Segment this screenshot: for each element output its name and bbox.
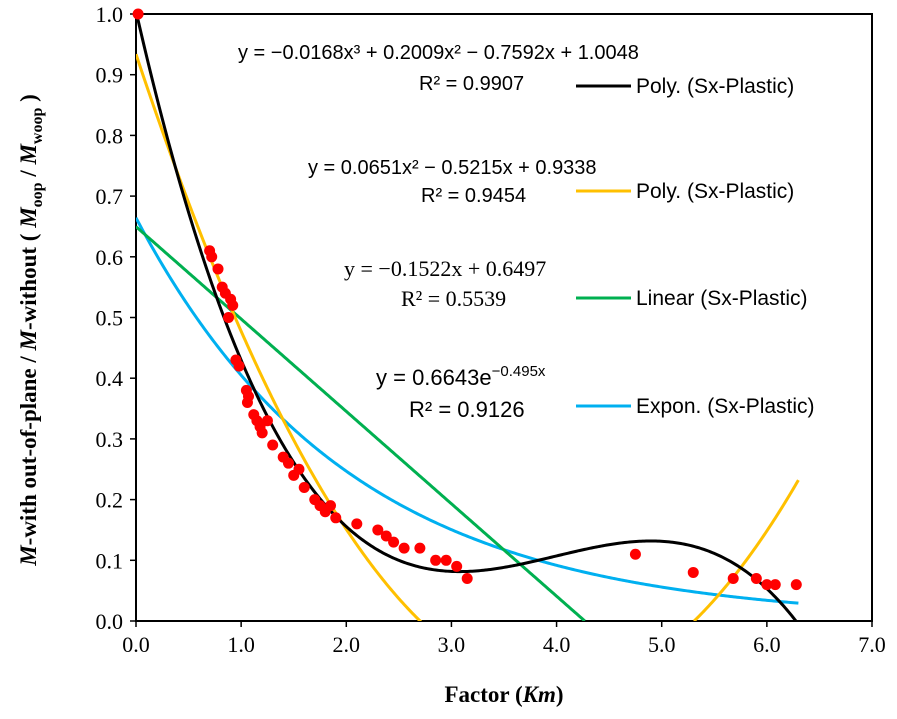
- x-tick-label: 1.0: [227, 632, 255, 657]
- data-point: [380, 530, 392, 542]
- x-tick-label: 7.0: [858, 632, 886, 657]
- trendline-poly3: [136, 14, 798, 621]
- x-tick-label: 6.0: [753, 632, 781, 657]
- y-tick-label: 1.0: [96, 2, 124, 27]
- y-tick-label: 0.4: [96, 366, 124, 391]
- poly2-r2: R² = 0.9454: [421, 185, 526, 207]
- data-point: [212, 263, 224, 275]
- data-point: [769, 579, 781, 591]
- y-axis-title: M-with out-of-plane / M-without ( Moop /…: [16, 94, 46, 567]
- data-point: [330, 512, 342, 524]
- poly3-equation: y = −0.0168x³ + 0.2009x² − 0.7592x + 1.0…: [238, 42, 639, 64]
- x-tick-label: 2.0: [333, 632, 361, 657]
- data-point: [430, 554, 442, 566]
- data-point: [750, 573, 762, 585]
- trendline-linear: [136, 225, 586, 621]
- data-point: [629, 548, 641, 560]
- data-point: [790, 579, 802, 591]
- trendline-poly2: [136, 53, 800, 621]
- y-tick-label: 0.7: [96, 184, 124, 209]
- data-point: [372, 524, 384, 536]
- data-point: [223, 312, 235, 323]
- linear-r2: R² = 0.5539: [401, 286, 506, 311]
- y-tick-label: 0.1: [96, 548, 124, 573]
- data-point: [727, 573, 739, 585]
- data-point: [293, 463, 305, 475]
- expon-equation: y = 0.6643e−0.495x: [376, 363, 546, 390]
- y-tick-label: 0.3: [96, 427, 124, 452]
- legend: Poly. (Sx-Plastic) Poly. (Sx-Plastic) Li…: [576, 75, 815, 418]
- trendlines: [136, 14, 800, 621]
- data-point: [761, 579, 773, 591]
- data-point: [451, 560, 463, 572]
- y-tick-label: 0.5: [96, 306, 124, 331]
- y-tick-label: 0.6: [96, 245, 124, 270]
- data-point: [261, 415, 273, 427]
- data-point: [440, 554, 452, 566]
- data-point: [398, 542, 410, 554]
- x-tick-label: 5.0: [648, 632, 676, 657]
- linear-equation: y = −0.1522x + 0.6497: [344, 256, 546, 281]
- data-point: [132, 8, 144, 20]
- scatter-points: [132, 8, 802, 591]
- poly3-r2: R² = 0.9907: [419, 73, 524, 95]
- legend-label-linear: Linear (Sx-Plastic): [636, 287, 808, 310]
- plot-frame: [130, 13, 873, 627]
- trendline-expon: [136, 217, 799, 605]
- y-tick-label: 0.9: [96, 63, 124, 88]
- expon-r2: R² = 0.9126: [409, 397, 525, 422]
- x-tick-label: 3.0: [438, 632, 466, 657]
- x-tick-label: 0.0: [122, 632, 150, 657]
- tick-labels: 0.0 1.0 2.0 3.0 4.0 5.0 6.0 7.0 0.0 0.1 0.2 0.3 0.4 0…: [96, 2, 886, 657]
- y-tick-label: 0.0: [96, 609, 124, 634]
- y-tick-label: 0.2: [96, 488, 124, 513]
- data-point: [233, 360, 245, 372]
- legend-label-expon: Expon. (Sx-Plastic): [636, 395, 815, 418]
- plot-area-border: [135, 13, 873, 622]
- data-point: [282, 457, 294, 469]
- data-point: [461, 573, 473, 585]
- x-tick-label: 4.0: [543, 632, 571, 657]
- data-point: [256, 427, 268, 439]
- data-point: [687, 566, 699, 578]
- data-point: [227, 299, 239, 311]
- x-axis-title: Factor (Km): [444, 682, 563, 707]
- data-point: [351, 518, 363, 530]
- data-point: [243, 390, 255, 402]
- data-point: [388, 536, 400, 548]
- legend-label-poly2: Poly. (Sx-Plastic): [636, 180, 794, 203]
- data-point: [298, 481, 310, 493]
- poly2-equation: y = 0.0651x² − 0.5215x + 0.9338: [308, 157, 597, 179]
- data-point: [414, 542, 426, 554]
- legend-label-poly3: Poly. (Sx-Plastic): [636, 75, 794, 98]
- data-point: [206, 251, 218, 263]
- data-point: [325, 500, 337, 512]
- data-point: [267, 439, 279, 451]
- y-tick-label: 0.8: [96, 123, 124, 148]
